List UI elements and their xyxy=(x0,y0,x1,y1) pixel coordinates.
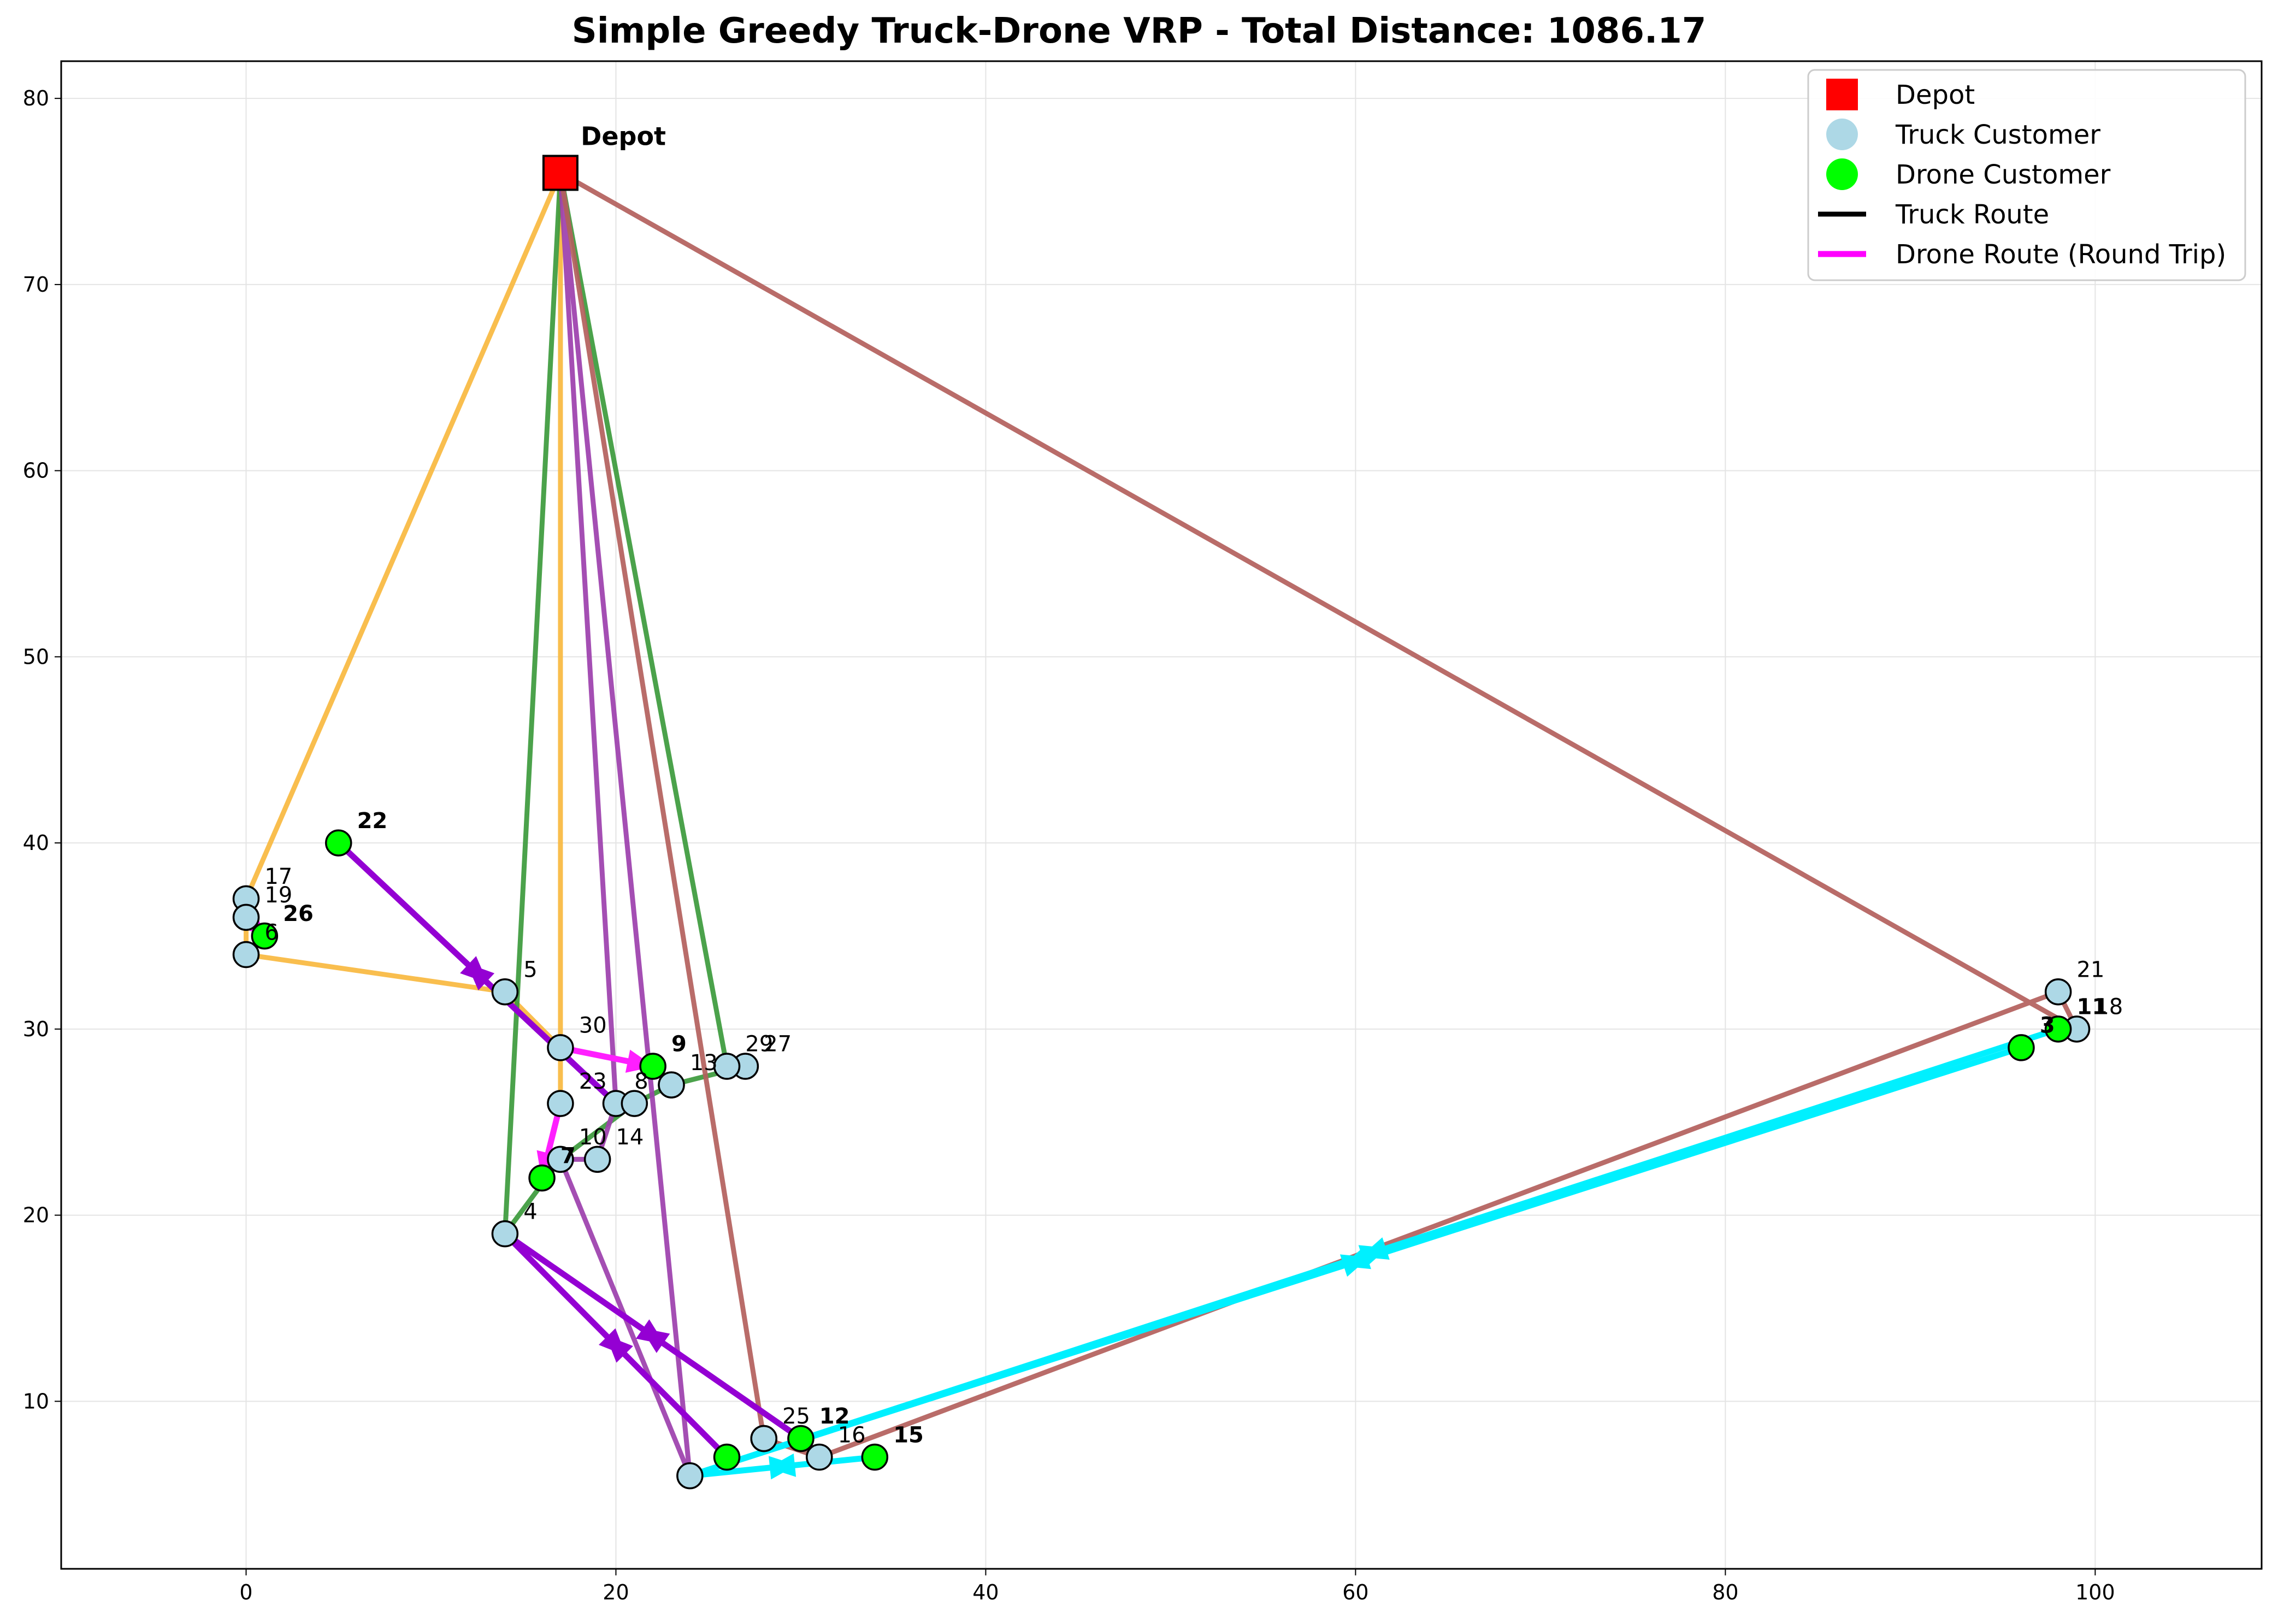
x-tick-label: 60 xyxy=(1342,1580,1368,1604)
truck-customer-point xyxy=(491,978,519,1006)
truck-customer-point xyxy=(658,1071,685,1099)
drone-route-arrowhead xyxy=(768,1453,796,1477)
point-label: 27 xyxy=(764,1032,792,1057)
y-tick-label: 30 xyxy=(23,1017,49,1041)
truck-customer-point xyxy=(2044,978,2072,1006)
legend-label: Truck Route xyxy=(1895,199,2049,230)
point-label: 21 xyxy=(2077,957,2105,982)
y-tick-label: 70 xyxy=(23,273,49,297)
truck-customer-point xyxy=(547,1145,574,1173)
truck-customer-point xyxy=(232,941,260,969)
truck-route-line xyxy=(558,172,693,1479)
point-label: 6 xyxy=(264,920,278,945)
truck-customer-point xyxy=(713,1053,741,1080)
point-label: 13 xyxy=(690,1050,718,1076)
legend-label: Drone Customer xyxy=(1896,160,2111,190)
truck-route-line xyxy=(558,170,2080,1460)
legend-label: Truck Customer xyxy=(1895,120,2100,150)
point-label: 9 xyxy=(671,1032,687,1057)
point-label: 22 xyxy=(357,808,388,834)
drone-customer-point xyxy=(251,922,279,950)
point-label: 4 xyxy=(523,1199,537,1224)
point-label: 19 xyxy=(264,883,292,908)
legend-circle-swatch xyxy=(1826,158,1858,190)
drone-customer-point xyxy=(2044,1015,2072,1043)
drone-route-arrowhead xyxy=(460,956,488,983)
point-label: Depot xyxy=(581,121,666,151)
point-label: 23 xyxy=(579,1069,607,1094)
y-tick-label: 40 xyxy=(23,831,49,855)
plot-frame xyxy=(60,60,2263,1570)
point-label: 10 xyxy=(579,1125,607,1150)
y-tick-label: 20 xyxy=(23,1203,49,1227)
point-label: 15 xyxy=(893,1422,924,1448)
drone-customer-point xyxy=(2008,1034,2035,1061)
truck-customer-point xyxy=(676,1462,704,1490)
axes: 0 20 40 60 80 100 10 20 30 40 50 60 70 80 xyxy=(23,60,2263,1604)
point-label: 18 xyxy=(2095,995,2123,1020)
point-label: 12 xyxy=(819,1404,850,1429)
customer-points xyxy=(232,155,2091,1490)
x-tick-label: 0 xyxy=(239,1580,252,1604)
point-label: 30 xyxy=(579,1013,607,1038)
truck-customer-point xyxy=(621,1090,648,1117)
drone-customer-point xyxy=(861,1443,889,1471)
point-label: 17 xyxy=(264,864,292,889)
point-label: 8 xyxy=(634,1069,648,1094)
y-tick-label: 50 xyxy=(23,645,49,669)
drone-customer-point xyxy=(639,1053,666,1080)
chart-title: Simple Greedy Truck-Drone VRP - Total Di… xyxy=(572,11,1707,51)
x-tick-label: 20 xyxy=(603,1580,629,1604)
drone-routes xyxy=(238,840,2062,1480)
y-tick-label: 80 xyxy=(23,86,49,110)
truck-customer-point xyxy=(806,1443,833,1471)
grid-lines xyxy=(61,61,2262,1569)
y-tick-label: 10 xyxy=(23,1389,49,1413)
drone-customer-point xyxy=(787,1425,815,1452)
point-label: 3 xyxy=(2040,1013,2055,1038)
depot-marker xyxy=(542,155,579,191)
point-label: 5 xyxy=(523,957,537,982)
drone-customer-point xyxy=(324,829,352,857)
legend-depot-swatch xyxy=(1826,79,1858,110)
x-tick-label: 80 xyxy=(1712,1580,1738,1604)
truck-customer-point xyxy=(547,1034,574,1061)
point-label: 25 xyxy=(782,1404,810,1429)
point-label: 7 xyxy=(560,1143,576,1168)
point-label: 26 xyxy=(283,901,314,926)
drone-route-arrowhead xyxy=(605,1335,633,1363)
drone-customer-point xyxy=(713,1443,741,1471)
x-tick-label: 100 xyxy=(2075,1580,2115,1604)
legend-label: Drone Route (Round Trip) xyxy=(1896,239,2226,270)
truck-customer-point xyxy=(491,1220,519,1248)
point-label: 14 xyxy=(616,1125,644,1150)
drone-route-arrowhead xyxy=(1342,1247,1371,1269)
legend-label: Depot xyxy=(1896,80,1975,110)
point-label: 11 xyxy=(2077,995,2108,1020)
legend-circle-swatch xyxy=(1826,119,1858,150)
legend: Depot Truck Customer Drone Customer Truck R… xyxy=(1807,69,2246,281)
drone-route-arrowhead xyxy=(641,1327,670,1353)
legend-box xyxy=(1807,69,2246,281)
point-label: 16 xyxy=(838,1422,866,1448)
x-tick-label: 40 xyxy=(972,1580,999,1604)
truck-customer-point xyxy=(583,1145,611,1173)
point-label: 29 xyxy=(745,1032,773,1057)
drone-customer-point xyxy=(528,1164,556,1192)
y-tick-label: 60 xyxy=(23,459,49,483)
truck-customer-point xyxy=(232,903,260,931)
truck-customer-point xyxy=(547,1090,574,1117)
truck-customer-point xyxy=(750,1425,778,1452)
